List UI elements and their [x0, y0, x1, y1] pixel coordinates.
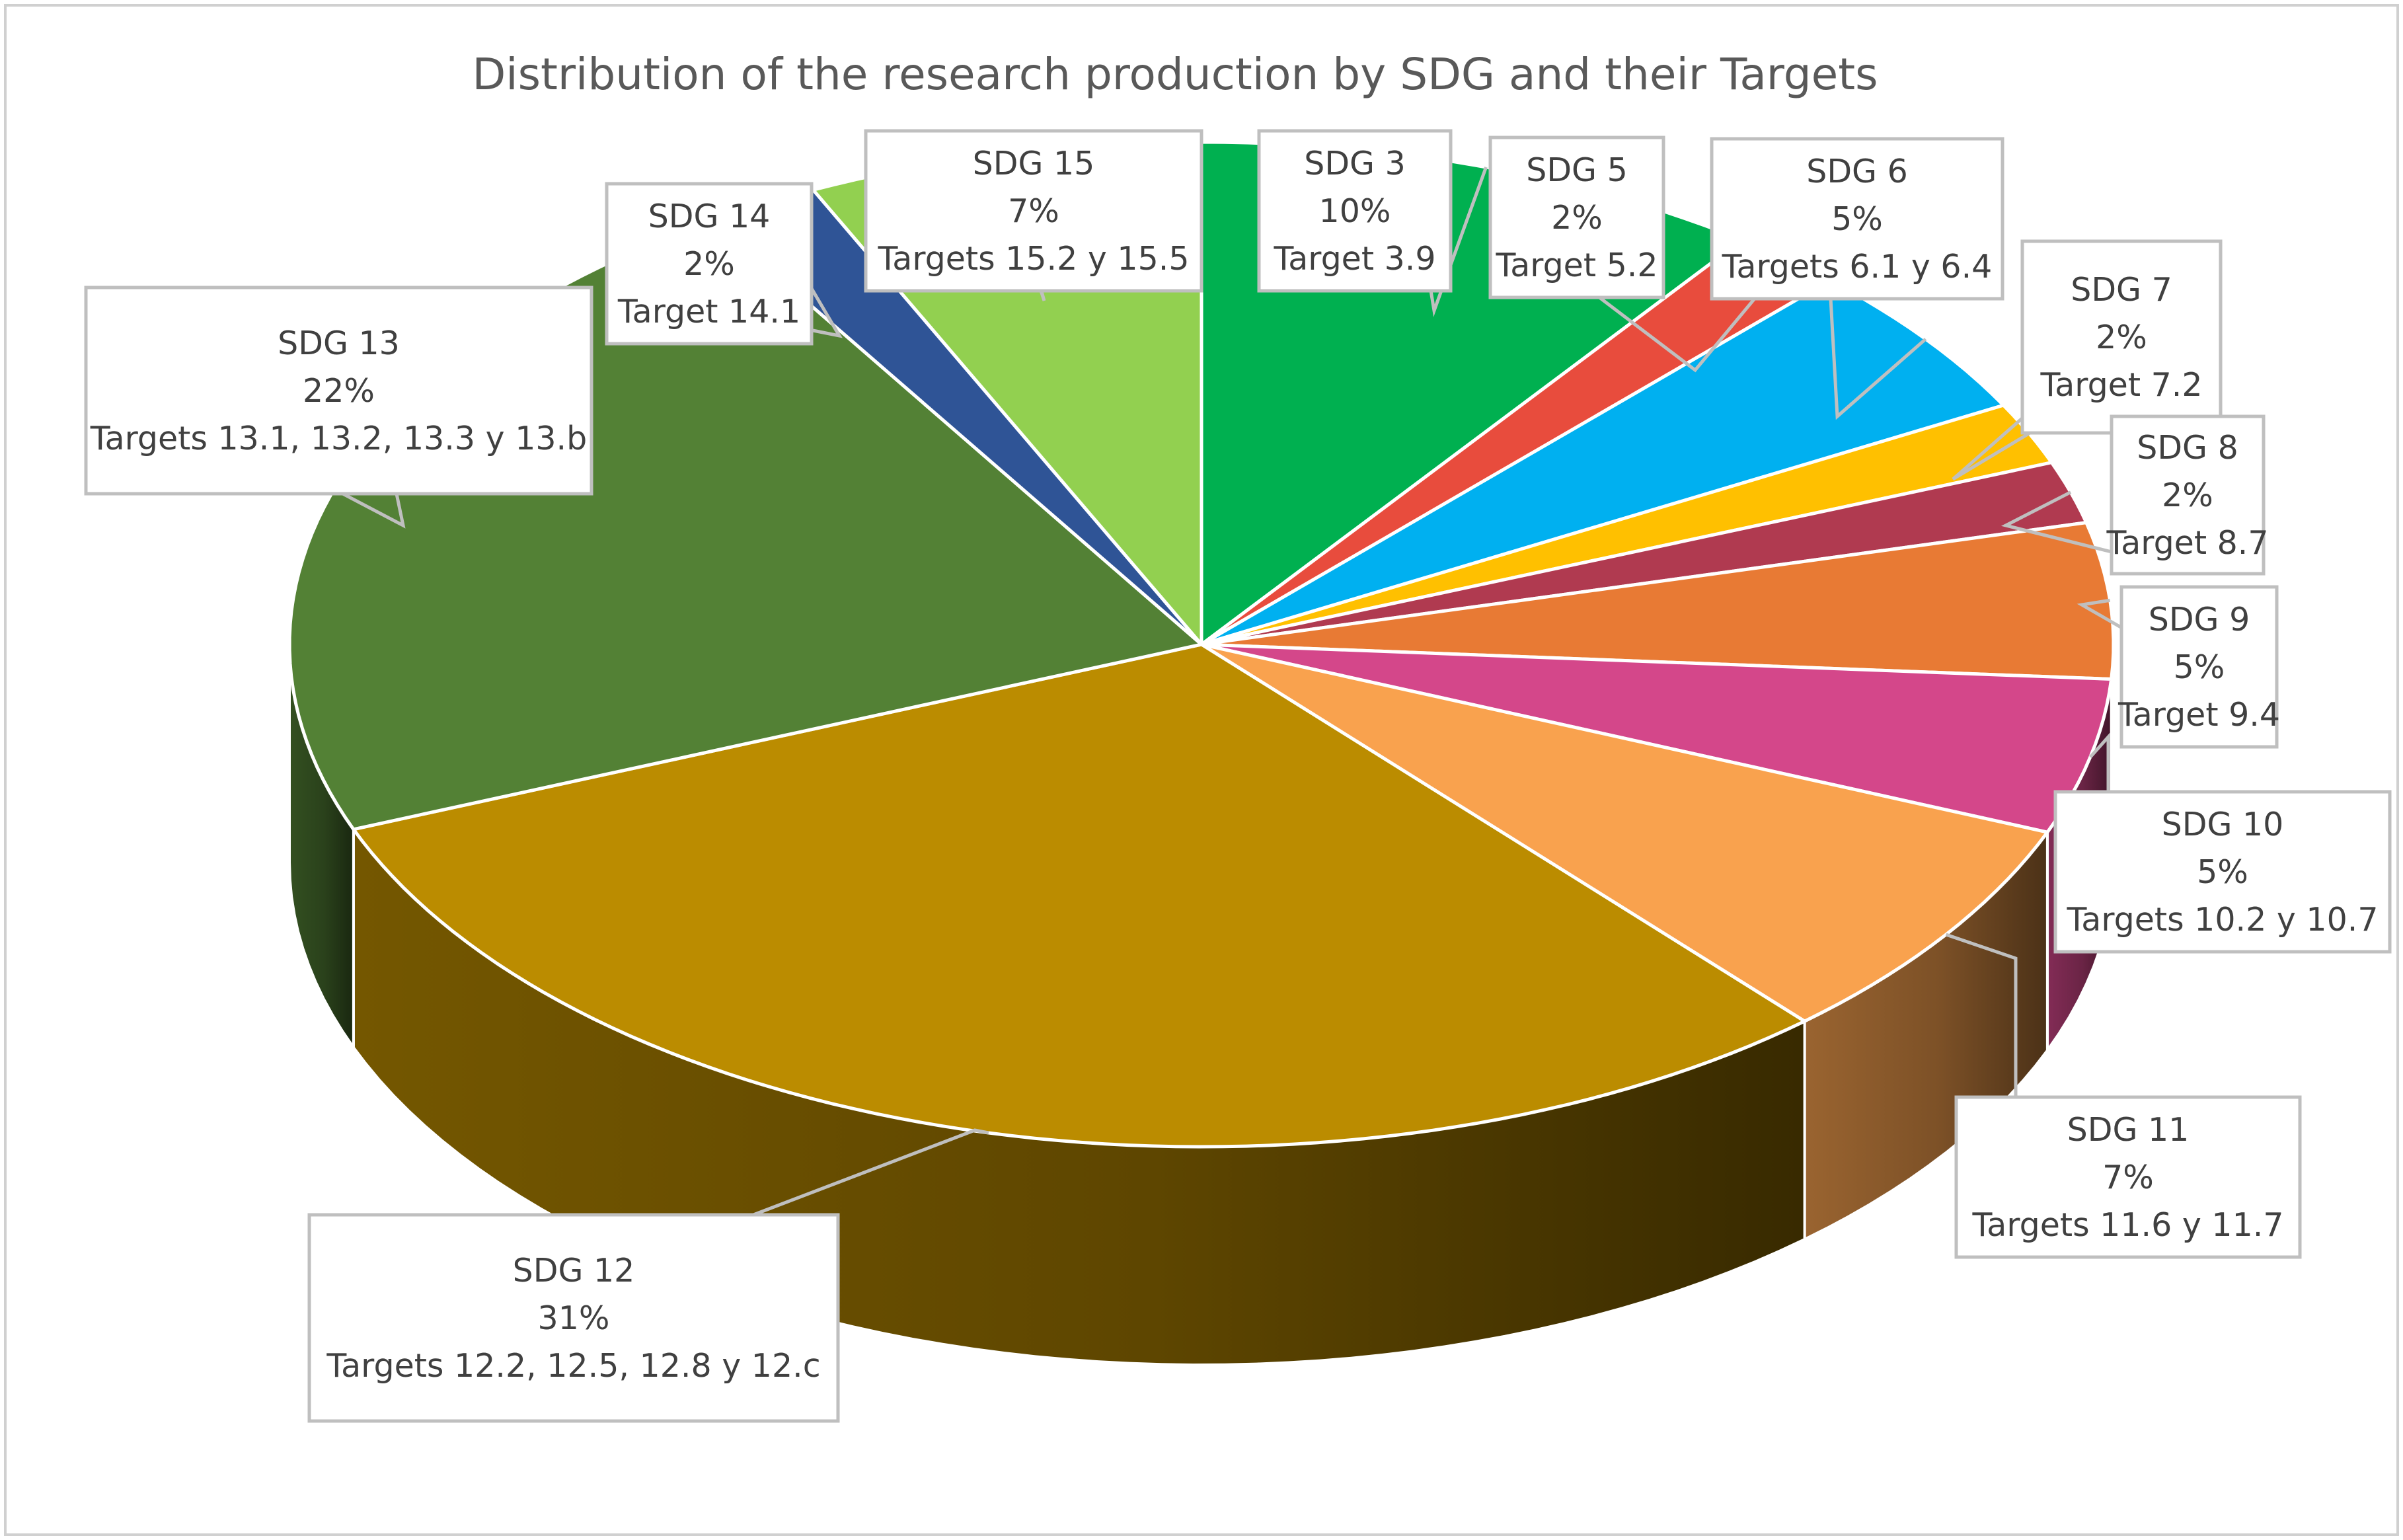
data-label-targets: Target 5.2 [1495, 247, 1658, 284]
data-label-box [1257, 129, 1453, 293]
data-label-sdg-7: SDG 7 2% Target 7.2 [2020, 239, 2223, 435]
data-label-percent: 5% [2174, 648, 2225, 686]
data-label-targets: Targets 6.1 y 6.4 [1722, 248, 1993, 286]
data-label-box [1954, 1095, 2302, 1259]
data-labels: SDG 3 10% Target 3.9 SDG 5 2% Target 5.2 SDG 6… [84, 129, 2392, 1423]
data-label-box [2119, 585, 2279, 749]
data-label-name: SDG 3 [1304, 145, 1406, 182]
data-label-box [864, 129, 1203, 293]
data-label-box [1710, 137, 2004, 301]
leader-line [2001, 490, 2112, 554]
data-label-box [2053, 790, 2392, 954]
data-label-box [1488, 135, 1665, 299]
data-label-sdg-14: SDG 14 2% Target 14.1 [605, 182, 814, 346]
data-label-sdg-15: SDG 15 7% Targets 15.2 y 15.5 [864, 129, 1203, 293]
data-label-percent: 2% [2162, 477, 2213, 514]
data-label-targets: Targets 15.2 y 15.5 [877, 240, 1189, 278]
data-label-sdg-11: SDG 11 7% Targets 11.6 y 11.7 [1954, 1095, 2302, 1259]
leader-line [1952, 405, 2037, 481]
data-label-targets: Target 9.4 [2117, 696, 2280, 734]
data-label-percent: 2% [1551, 199, 1603, 237]
data-label-targets: Targets 10.2 y 10.7 [2066, 901, 2378, 939]
data-label-targets: Targets 12.2, 12.5, 12.8 y 12.c [326, 1347, 820, 1385]
data-label-box [84, 286, 593, 496]
data-label-percent: 22% [303, 372, 375, 410]
data-label-sdg-5: SDG 5 2% Target 5.2 [1488, 135, 1665, 299]
data-label-targets: Target 8.7 [2106, 524, 2268, 562]
data-label-name: SDG 7 [2071, 271, 2172, 309]
data-label-name: SDG 14 [648, 198, 771, 235]
leader-line [753, 1128, 989, 1217]
data-label-targets: Target 3.9 [1273, 240, 1435, 278]
data-label-sdg-6: SDG 6 5% Targets 6.1 y 6.4 [1710, 137, 2004, 301]
leader-line [1945, 933, 2018, 1097]
leader-line [1429, 167, 1488, 317]
data-label-name: SDG 10 [2162, 806, 2284, 843]
data-label-percent: 2% [683, 245, 735, 283]
slice-sdg-9[interactable] [1200, 521, 2116, 681]
leader-line [1829, 298, 1927, 420]
data-label-targets: Targets 13.1, 13.2, 13.3 y 13.b [90, 420, 588, 457]
data-label-targets: Target 7.2 [2040, 366, 2202, 404]
data-label-sdg-8: SDG 8 2% Target 8.7 [2106, 414, 2269, 576]
data-label-box [605, 182, 814, 346]
slice-sdg-11[interactable] [1200, 642, 2049, 1023]
data-label-sdg-13: SDG 13 22% Targets 13.1, 13.2, 13.3 y 13.b [84, 286, 593, 496]
slice-tops [287, 140, 2116, 1149]
data-label-name: SDG 11 [2067, 1111, 2190, 1149]
data-label-box [2110, 414, 2266, 576]
data-label-name: SDG 15 [973, 145, 1095, 182]
data-label-percent: 10% [1319, 192, 1391, 230]
data-label-targets: Targets 11.6 y 11.7 [1971, 1206, 2283, 1244]
data-label-box [307, 1213, 840, 1423]
chart-title: Distribution of the research production … [472, 49, 1878, 100]
data-label-name: SDG 9 [2149, 601, 2250, 638]
data-label-percent: 7% [1008, 192, 1059, 230]
data-label-name: SDG 13 [278, 325, 400, 362]
data-label-name: SDG 5 [1526, 151, 1628, 189]
data-label-sdg-9: SDG 9 5% Target 9.4 [2117, 585, 2280, 749]
data-label-sdg-10: SDG 10 5% Targets 10.2 y 10.7 [2053, 790, 2392, 954]
data-label-name: SDG 6 [1806, 153, 1908, 190]
data-label-name: SDG 12 [513, 1252, 635, 1290]
data-label-percent: 31% [538, 1299, 610, 1337]
data-label-sdg-12: SDG 12 31% Targets 12.2, 12.5, 12.8 y 12.c [307, 1213, 840, 1423]
data-label-percent: 5% [2197, 853, 2248, 891]
leader-line [2088, 732, 2110, 793]
data-label-percent: 5% [1831, 200, 1883, 238]
data-label-name: SDG 8 [2137, 429, 2238, 467]
data-label-targets: Target 14.1 [617, 293, 800, 330]
leader-line [333, 487, 406, 529]
data-label-percent: 2% [2096, 319, 2147, 356]
data-label-sdg-3: SDG 3 10% Target 3.9 [1257, 129, 1453, 293]
data-label-box [2020, 239, 2223, 435]
data-label-percent: 7% [2102, 1159, 2154, 1196]
